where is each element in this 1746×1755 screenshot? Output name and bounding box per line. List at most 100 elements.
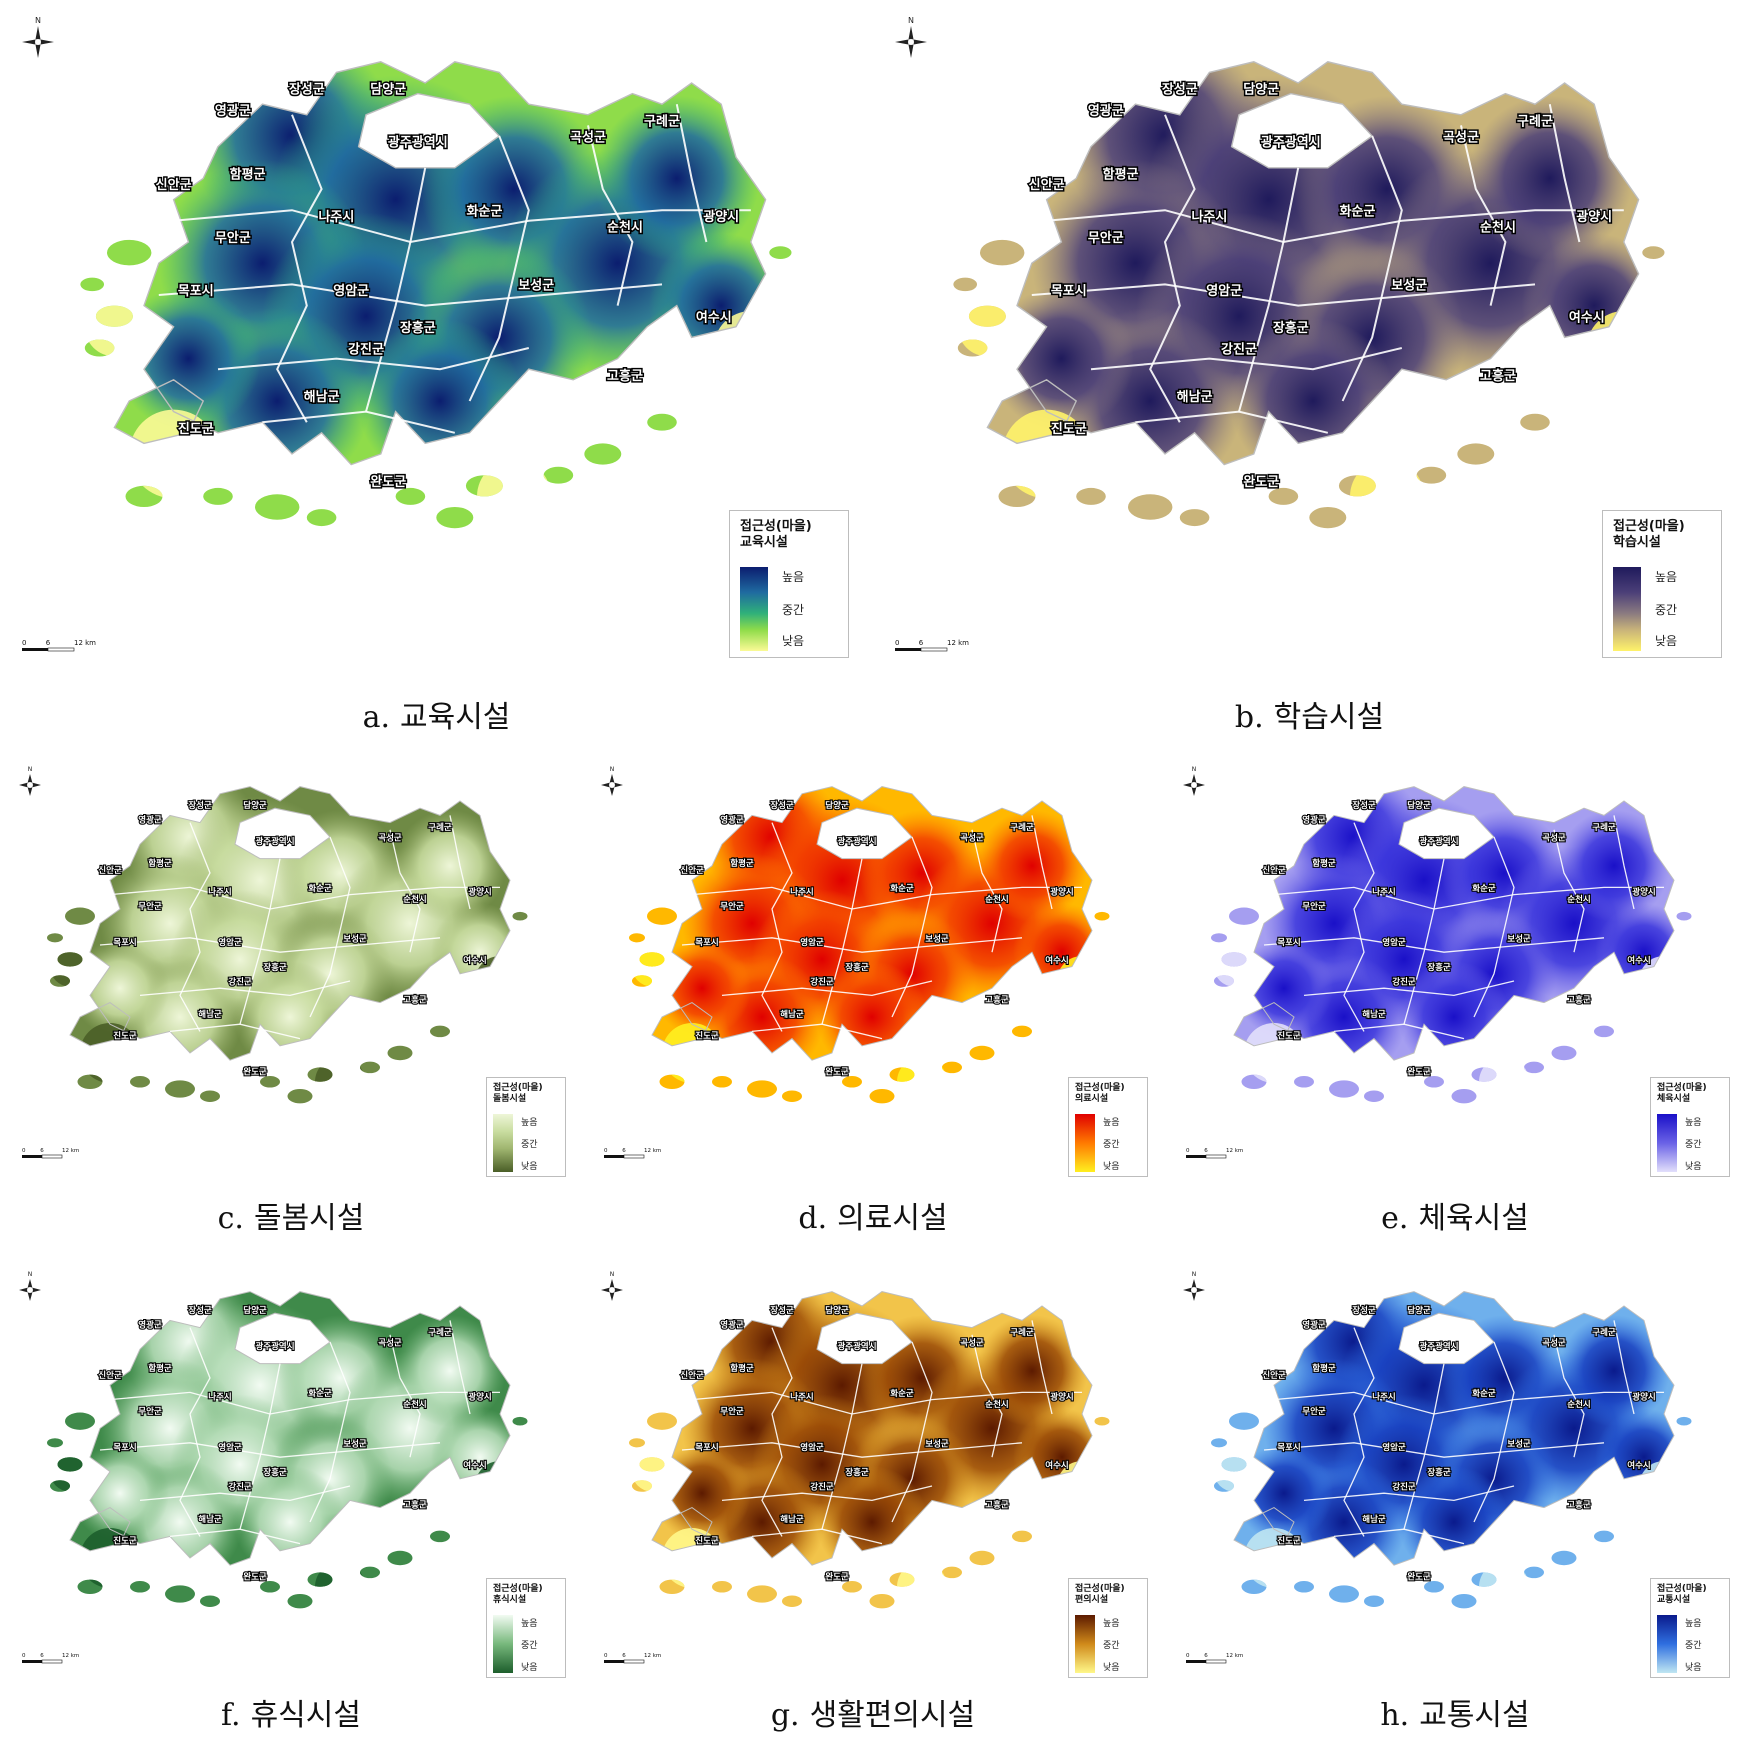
scale-tick-label: 12 km [644, 1653, 661, 1659]
scale-tick-label: 0 [22, 1653, 26, 1659]
district-border [1031, 283, 1536, 307]
accessibility-hotspot [653, 1444, 751, 1543]
legend-f: 접근성(마을) 휴식시설 높음 중간 낮음 [486, 1578, 566, 1678]
low-accessibility-patch [1214, 1451, 1254, 1492]
caption-f: f. 휴식시설 [0, 1690, 582, 1734]
district-label: 무안군 [138, 901, 162, 912]
district-label: 고흥군 [403, 995, 427, 1006]
legend-ramp [1657, 1114, 1677, 1172]
district-label: 장흥군 [400, 320, 436, 336]
district-label: 신안군 [1262, 1370, 1286, 1381]
district-label: 강진군 [1392, 977, 1416, 988]
district-label: 목포시 [113, 1443, 136, 1453]
district-label: 순천시 [1567, 1399, 1590, 1410]
legend-ramp [1657, 1615, 1677, 1673]
scale-tick-label: 0 [22, 1148, 26, 1154]
district-label: 곡성군 [1542, 1338, 1566, 1349]
district-label: 영암군 [1382, 1442, 1406, 1453]
scale-tick-label: 0 [1186, 1653, 1190, 1659]
north-label: N [610, 766, 615, 773]
district-border [179, 822, 211, 1032]
panel-a: 장성군 담양군 영광군 광주광역시 구례군 곡성군 함평군 신안군 나주시 화순군 순천시 광양시 무안… [0, 0, 873, 735]
low-accessibility-patch [50, 946, 90, 987]
north-label: N [1192, 1271, 1197, 1278]
district-border [365, 167, 427, 412]
district-border [239, 858, 281, 1025]
caption-title: 체육시설 [1418, 1201, 1529, 1236]
district-label: 함평군 [1312, 1363, 1336, 1374]
panel-g: 장성군 담양군 영광군 광주광역시 구례군 곡성군 함평군 신안군 나주시 화순군 순천시 광양시 무안… [582, 1250, 1164, 1733]
district-border [1548, 104, 1581, 243]
scale-tick-label: 0 [22, 639, 26, 647]
district-label: 나주시 [208, 1392, 231, 1403]
scale-tick-label: 12 km [1226, 1653, 1243, 1659]
accessibility-hotspot [1521, 233, 1665, 379]
district-label: 신안군 [98, 1370, 122, 1381]
scale-bar: 0 6 12 km [22, 1653, 79, 1664]
district-label: 화순군 [1339, 204, 1375, 220]
accessibility-hotspot [1595, 1408, 1692, 1507]
district-label: 나주시 [1191, 209, 1227, 225]
district-border [449, 1320, 471, 1415]
caption-g: g. 생활편의시설 [582, 1690, 1164, 1734]
district-border [821, 1363, 863, 1530]
district-label: 구례군 [1010, 1327, 1034, 1338]
legend-label-high: 높음 [1655, 570, 1678, 584]
district-border [681, 937, 1023, 953]
district-label: 영암군 [218, 1442, 242, 1453]
district-label: 보성군 [925, 1438, 949, 1449]
legend-title: 접근성(마을) 편의시설 [1075, 1584, 1125, 1606]
district-label: 해남군 [1177, 389, 1213, 405]
jindo-coastline [113, 378, 205, 445]
district-border [449, 815, 471, 910]
district-label: 완도군 [243, 1572, 267, 1583]
district-label: 순천시 [607, 220, 643, 235]
district-border [891, 836, 933, 1018]
caption-h: h. 교통시설 [1164, 1690, 1746, 1734]
legend-label-low: 낮음 [1655, 634, 1678, 648]
gwangju-area [1398, 807, 1495, 860]
district-border [1090, 347, 1403, 371]
legend-label-mid: 중간 [1685, 1641, 1702, 1651]
district-label: 나주시 [1372, 887, 1395, 898]
district-border [721, 980, 933, 997]
gwangju-area [357, 92, 501, 169]
district-label: 완도군 [1407, 1067, 1431, 1078]
district-label: 보성군 [925, 933, 949, 944]
legend-a: 접근성(마을) 교육시설 높음 중간 낮음 [729, 510, 849, 658]
district-label: 영암군 [333, 283, 369, 299]
accessibility-hotspot [1466, 95, 1633, 262]
district-border [1303, 1485, 1515, 1502]
district-label: 진도군 [113, 1536, 137, 1547]
district-label: 영광군 [1088, 104, 1124, 119]
district-label: 담양군 [1407, 800, 1431, 811]
district-label: 목포시 [1277, 1443, 1300, 1453]
district-label: 광양시 [468, 1392, 491, 1403]
district-label: 함평군 [730, 1363, 754, 1374]
scale-tick-label: 12 km [644, 1148, 661, 1154]
district-border [1046, 209, 1624, 244]
low-accessibility-patch [50, 1451, 90, 1492]
accessibility-hotspot [115, 286, 261, 432]
district-label: 무안군 [1302, 901, 1326, 912]
district-label: 장성군 [1162, 82, 1198, 98]
legend-label-low: 낮음 [782, 634, 805, 648]
accessibility-hotspot [976, 1314, 1088, 1427]
district-border [681, 1442, 1023, 1458]
legend-label-low: 낮음 [1685, 1162, 1702, 1172]
caption-title: 생활편의시설 [809, 1698, 976, 1733]
north-arrow-icon: N [1183, 766, 1205, 796]
legend-label-mid: 중간 [782, 603, 805, 617]
low-accessibility-patch [1479, 1561, 1529, 1609]
district-label: 신안군 [156, 177, 192, 193]
scale-tick-label: 6 [622, 1148, 626, 1154]
panel-c: 장성군 담양군 영광군 광주광역시 구례군 곡성군 함평군 신안군 나주시 화순군 순천시 광양시 무안… [0, 745, 582, 1236]
map-d: 장성군 담양군 영광군 광주광역시 구례군 곡성군 함평군 신안군 나주시 화순군 순천시 광양시 무안… [582, 745, 1164, 1165]
district-border [1341, 135, 1403, 402]
district-border [1273, 886, 1664, 910]
district-border [1333, 1528, 1465, 1545]
north-arrow-icon: N [895, 16, 927, 58]
district-label: 장성군 [1352, 1305, 1376, 1316]
district-label: 곡성군 [960, 1338, 984, 1349]
jindo-coastline [69, 1002, 131, 1047]
